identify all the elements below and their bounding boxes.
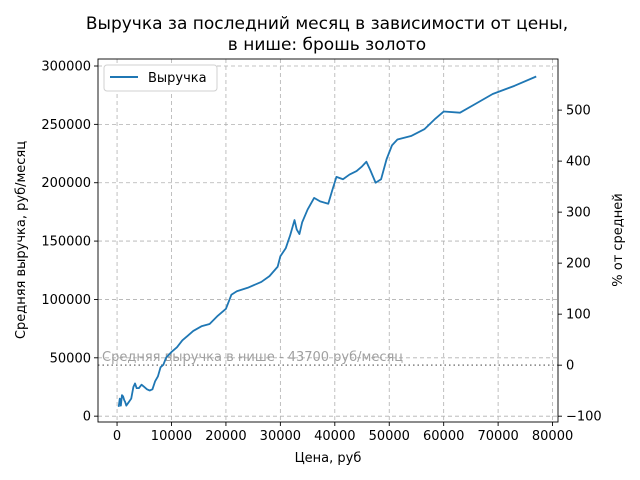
plot-frame [97, 58, 559, 423]
y2-tick-label: 500 [566, 104, 591, 119]
x-tick-label: 80000 [532, 429, 573, 444]
series-line-Выручка [117, 75, 537, 407]
legend: Выручка [103, 64, 218, 92]
y-tick-label: 150000 [41, 235, 91, 250]
x-tick-label: 60000 [423, 429, 464, 444]
y-tick-label: 250000 [41, 118, 91, 133]
y2-tick-label: 400 [566, 155, 591, 170]
y-tick-label: 0 [83, 410, 91, 425]
x-tick-label: 0 [113, 429, 121, 444]
x-tick-label: 70000 [477, 429, 518, 444]
y2-tick-label: 100 [566, 308, 591, 323]
y2-axis-ticks: −100 0 100 200 300 400 500 [558, 104, 602, 425]
x-tick-label: 40000 [314, 429, 355, 444]
y-tick-label: 50000 [50, 351, 91, 366]
chart-title-line1: Выручка за последний месяц в зависимости… [86, 14, 568, 34]
y-axis-label: Средняя выручка, руб/месяц [14, 141, 29, 339]
y-tick-label: 300000 [41, 60, 91, 75]
x-tick-label: 20000 [205, 429, 246, 444]
x-tick-label: 30000 [260, 429, 301, 444]
y2-tick-label: −100 [566, 410, 602, 425]
y-tick-label: 100000 [41, 293, 91, 308]
y2-axis-label: % от средней [611, 193, 626, 286]
y2-tick-label: 0 [566, 359, 574, 374]
y-tick-label: 200000 [41, 176, 91, 191]
x-tick-label: 10000 [151, 429, 192, 444]
x-tick-label: 50000 [369, 429, 410, 444]
y2-tick-label: 200 [566, 257, 591, 272]
y2-tick-label: 300 [566, 206, 591, 221]
legend-box [103, 64, 218, 92]
legend-label: Выручка [148, 71, 207, 86]
series-layer [117, 75, 537, 407]
average-label: Средняя выручка в нише - 43700 руб/месяц [102, 350, 403, 365]
x-axis-ticks: 0 10000 20000 30000 40000 50000 60000 70000 8000… [113, 422, 573, 444]
average-layer: Средняя выручка в нише - 43700 руб/месяц [98, 350, 558, 366]
chart-title-line2: в нише: брошь золото [228, 35, 426, 55]
grid-layer [98, 59, 558, 422]
x-axis-label: Цена, руб [295, 451, 362, 466]
y-axis-ticks: 0 50000 100000 150000 200000 250000 300000 [41, 60, 98, 425]
